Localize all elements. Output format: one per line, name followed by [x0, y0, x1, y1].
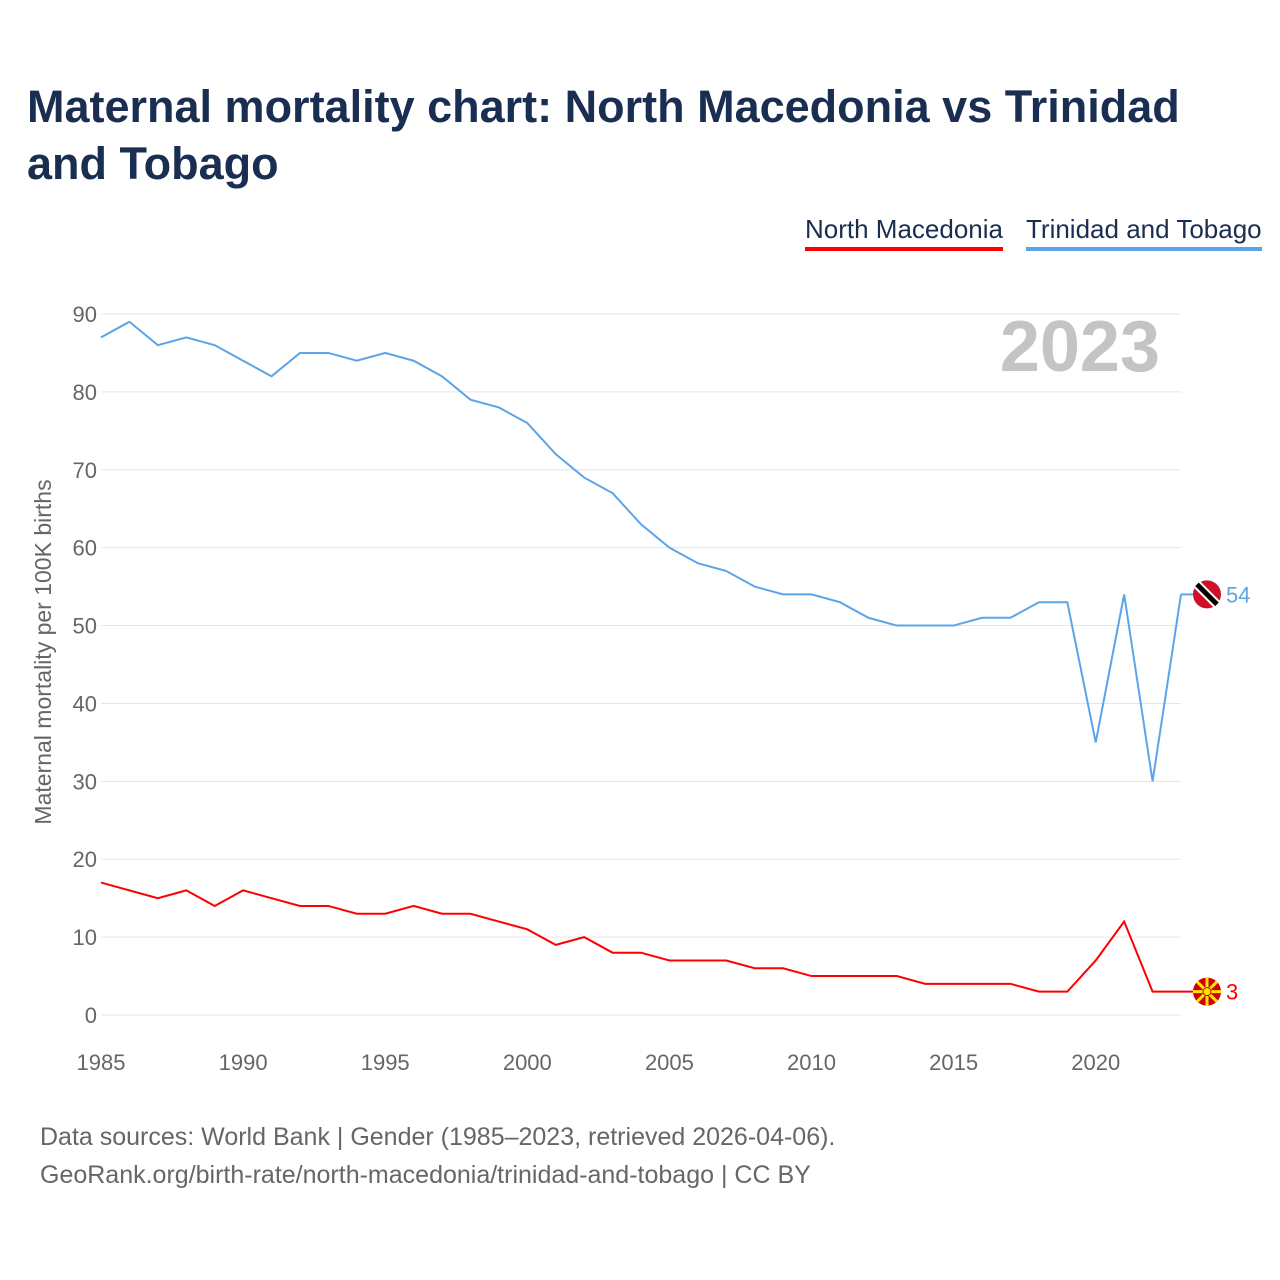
x-tick-label: 2015: [929, 1050, 978, 1075]
x-tick-label: 2010: [787, 1050, 836, 1075]
y-tick-label: 90: [73, 302, 97, 327]
legend-trinidad-and-tobago[interactable]: Trinidad and Tobago: [1026, 214, 1262, 251]
series-line-1: [100, 320, 1182, 782]
north-macedonia-flag-icon: [1193, 977, 1221, 1006]
x-tick-label: 2020: [1071, 1050, 1120, 1075]
x-tick-label: 1985: [77, 1050, 126, 1075]
y-tick-label: 20: [73, 847, 97, 872]
x-tick-label: 1995: [361, 1050, 410, 1075]
end-value-label: 54: [1226, 582, 1250, 607]
end-value-label: 3: [1226, 980, 1238, 1005]
x-tick-label: 2000: [503, 1050, 552, 1075]
y-tick-label: 40: [73, 691, 97, 716]
y-tick-label: 60: [73, 536, 97, 561]
y-tick-label: 10: [73, 925, 97, 950]
chart-title: Maternal mortality chart: North Macedoni…: [27, 81, 1180, 189]
x-tick-label: 1990: [219, 1050, 268, 1075]
y-tick-label: 80: [73, 380, 97, 405]
source-text: Data sources: World Bank | Gender (1985–…: [40, 1123, 836, 1151]
source-url: GeoRank.org/birth-rate/north-macedonia/t…: [40, 1161, 811, 1189]
y-tick-label: 30: [73, 769, 97, 794]
year-watermark: 2023: [1000, 307, 1160, 387]
y-tick-label: 50: [73, 614, 97, 639]
y-tick-label: 0: [85, 1003, 97, 1028]
trinidad-flag-icon: [1193, 580, 1221, 609]
y-tick-label: 70: [73, 458, 97, 483]
legend-north-macedonia[interactable]: North Macedonia: [805, 214, 1003, 251]
x-tick-label: 2005: [645, 1050, 694, 1075]
footer: Data sources: World Bank | Gender (1985–…: [40, 1118, 835, 1194]
series-line-0: [100, 881, 1181, 993]
y-axis-label: Maternal mortality per 100K births: [30, 479, 56, 824]
